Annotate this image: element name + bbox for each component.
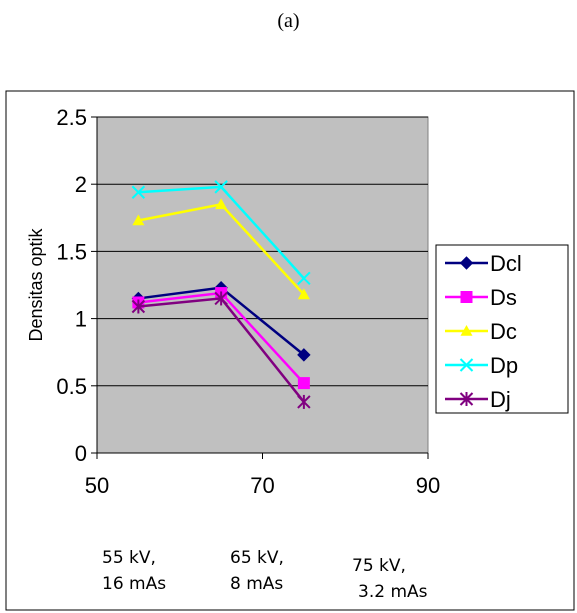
exposure-mas: 3.2 mAs: [358, 582, 428, 602]
x-marker: [459, 358, 474, 372]
exposure-kv: 75 kV,: [352, 556, 406, 576]
legend-entry-dc: Dc: [445, 319, 517, 344]
legend-label: Dj: [490, 387, 511, 412]
exposure-mas: 16 mAs: [102, 574, 167, 594]
triangle-marker: [215, 198, 228, 210]
axes: 0 0.5 1 1.5 2 2.5 50 70 90 Densitas optik: [26, 105, 440, 498]
figure-caption: (a): [277, 10, 300, 32]
x-tick-label: 90: [416, 473, 440, 498]
y-tick-label: 0.5: [56, 374, 87, 399]
legend: Dcl Ds Dc Dp Dj: [445, 251, 522, 412]
data-series: [131, 180, 311, 409]
legend-label: Dc: [490, 319, 517, 344]
triangle-marker: [460, 325, 473, 336]
legend-entry-dj: Dj: [445, 387, 511, 412]
x-tick-label: 70: [250, 473, 274, 498]
y-axis-title: Densitas optik: [26, 227, 46, 341]
y-tick-label: 0: [75, 441, 87, 466]
triangle-marker: [132, 214, 145, 226]
y-tick-label: 1.5: [56, 239, 87, 264]
diamond-marker: [297, 348, 311, 362]
exposure-kv: 65 kV,: [230, 548, 284, 568]
legend-entry-dcl: Dcl: [445, 251, 522, 276]
series-dc: [132, 198, 310, 300]
y-tick-label: 1: [75, 307, 87, 332]
legend-box: [435, 244, 569, 414]
x-marker: [131, 185, 146, 199]
y-tick-label: 2: [75, 172, 87, 197]
gridlines: [97, 116, 428, 387]
legend-entry-ds: Ds: [445, 285, 517, 310]
exposure-label-75kv: 75 kV, 3.2 mAs: [352, 553, 428, 605]
exposure-label-65kv: 65 kV, 8 mAs: [230, 545, 284, 597]
legend-label: Dcl: [490, 251, 522, 276]
legend-label: Dp: [490, 353, 518, 378]
triangle-marker: [297, 288, 310, 300]
x-tick-label: 50: [85, 473, 109, 498]
exposure-mas: 8 mAs: [230, 574, 284, 594]
square-marker: [460, 291, 473, 303]
x-marker: [297, 271, 311, 285]
legend-entry-dp: Dp: [445, 353, 518, 378]
legend-label: Ds: [490, 285, 517, 310]
y-tick-label: 2.5: [56, 105, 87, 130]
plot-area: [96, 116, 429, 454]
series-dj: [131, 291, 311, 409]
exposure-label-55kv: 55 kV, 16 mAs: [102, 545, 166, 597]
x-marker: [214, 180, 228, 194]
square-marker: [297, 377, 310, 390]
diamond-marker: [459, 256, 474, 270]
series-dp: [131, 180, 311, 285]
exposure-kv: 55 kV,: [102, 548, 156, 568]
